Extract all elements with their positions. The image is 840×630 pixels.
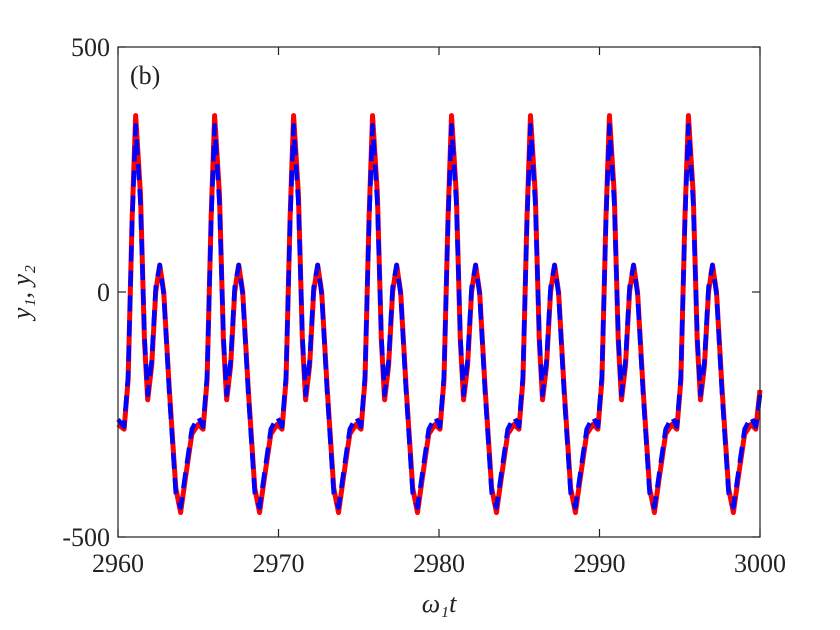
annotation: (b) [130, 61, 160, 90]
y-tick-label: -500 [62, 523, 110, 552]
y-tick-label: 500 [71, 33, 110, 62]
plot-lines [116, 113, 763, 515]
y-axis-label: y₁, y₂ [7, 265, 36, 322]
x-tick-label: 2990 [574, 549, 626, 578]
x-tick-label: 3000 [734, 549, 786, 578]
y-tick-label: 0 [97, 278, 110, 307]
x-tick-label: 2960 [92, 549, 144, 578]
plot-area [118, 47, 760, 537]
x-tick-label: 2980 [413, 549, 465, 578]
x-axis-label: ω₁t [422, 589, 457, 618]
series-line [116, 123, 763, 510]
x-tick-label: 2970 [253, 549, 305, 578]
